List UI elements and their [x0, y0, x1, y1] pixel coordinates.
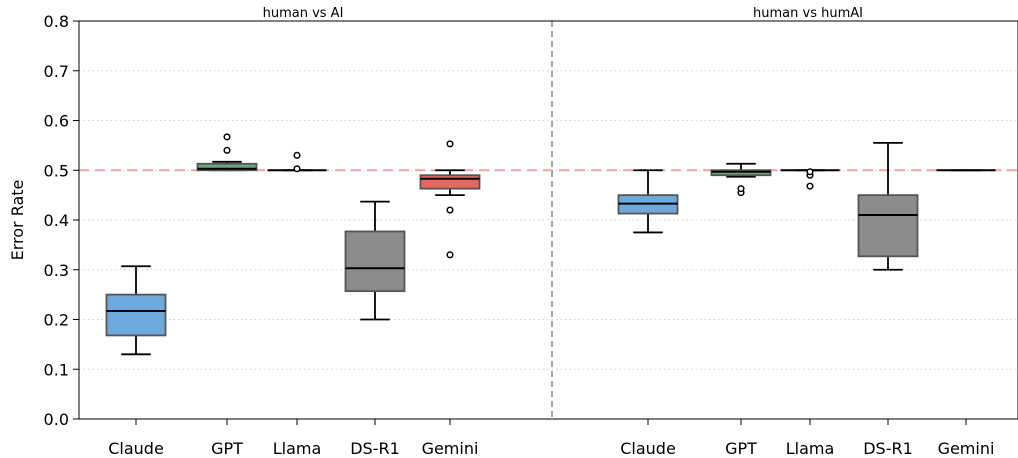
box-llama: [267, 151, 327, 173]
outlier-point: [806, 168, 814, 176]
y-tick-label: 0.0: [44, 410, 69, 429]
box-iqr: [344, 230, 406, 293]
y-tick-label: 0.2: [44, 311, 69, 330]
y-tick-label: 0.3: [44, 261, 69, 280]
box-iqr: [105, 293, 167, 337]
outlier-point: [806, 182, 814, 190]
y-tick-label: 0.4: [44, 211, 69, 230]
reference-lines: [79, 21, 1018, 419]
panel-title-right: human vs humAI: [753, 6, 863, 21]
outlier-point: [223, 133, 231, 141]
box-claude: [617, 169, 679, 234]
y-tick-label: 0.1: [44, 360, 69, 379]
box-gemini: [419, 140, 481, 259]
x-tick-label: DS-R1: [350, 439, 400, 458]
x-tick-label: Llama: [273, 439, 322, 458]
x-tick-label: Claude: [108, 439, 164, 458]
outlier-point: [737, 185, 745, 193]
box-plots: [105, 133, 996, 356]
box-iqr: [857, 194, 919, 258]
outlier-point: [223, 146, 231, 154]
box-ds-r1: [344, 200, 406, 321]
box-iqr: [419, 174, 481, 190]
outlier-point: [293, 151, 301, 159]
outlier-point: [446, 206, 454, 214]
x-tick-label: DS-R1: [863, 439, 913, 458]
x-tick-label: Gemini: [422, 439, 479, 458]
y-tick-label: 0.8: [44, 12, 69, 31]
box-ds-r1: [857, 141, 919, 271]
x-tick-label: Gemini: [938, 439, 995, 458]
y-axis-label: Error Rate: [8, 180, 27, 261]
y-tick-label: 0.7: [44, 62, 69, 81]
outlier-point: [446, 251, 454, 259]
x-tick-label: Llama: [786, 439, 835, 458]
y-tick-label: 0.6: [44, 112, 69, 131]
box-llama: [780, 168, 840, 190]
x-tick-label: GPT: [725, 439, 757, 458]
x-tick-label: Claude: [620, 439, 676, 458]
y-axis-ticks: 0.0 0.1 0.2 0.3 0.4 0.5 0.6 0.7 0.8: [44, 12, 79, 429]
y-tick-label: 0.5: [44, 161, 69, 180]
box-claude: [105, 265, 167, 356]
x-tick-label: GPT: [211, 439, 243, 458]
box-gpt: [196, 133, 258, 172]
panel-title-left: human vs AI: [263, 6, 344, 21]
box-iqr: [196, 162, 258, 172]
outlier-point: [293, 165, 301, 173]
outlier-point: [446, 140, 454, 148]
x-axis-ticks: Claude GPT Llama DS-R1 Gemini Claude GPT Llama D…: [108, 419, 994, 458]
box-gpt: [710, 162, 772, 197]
